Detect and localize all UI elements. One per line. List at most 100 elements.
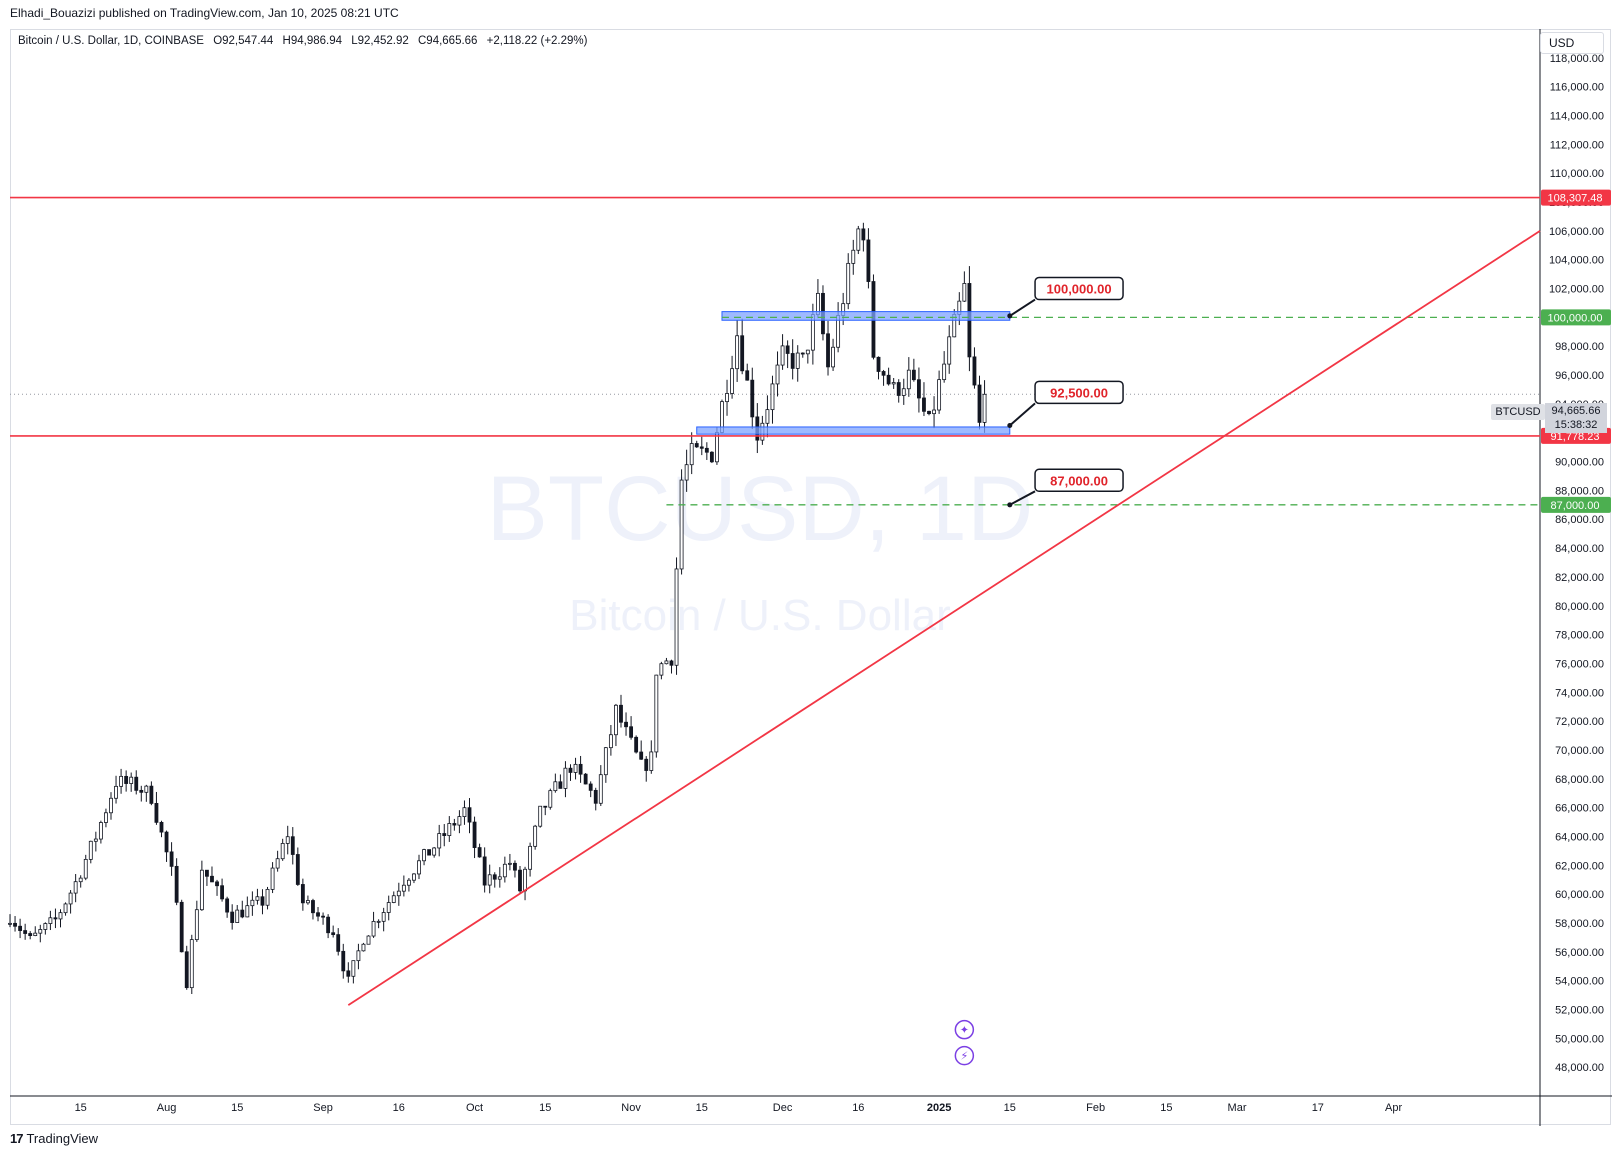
tradingview-brand[interactable]: 17 TradingView	[10, 1131, 98, 1146]
candle-body	[785, 345, 790, 354]
price-tick-label: 82,000.00	[1555, 572, 1604, 584]
price-tick-label: 118,000.00	[1550, 53, 1604, 65]
candle-body	[558, 781, 563, 789]
candle-body	[457, 816, 462, 826]
candle-body	[23, 930, 28, 934]
candle-body	[775, 364, 780, 385]
candle-body	[644, 758, 649, 771]
candle-body	[477, 847, 482, 858]
candle-body	[442, 833, 447, 836]
price-tick-label: 58,000.00	[1555, 918, 1604, 930]
candle-body	[311, 900, 315, 914]
candle-body	[124, 775, 129, 784]
candle-body	[331, 932, 336, 936]
candle-body	[563, 767, 568, 789]
candle-body	[316, 912, 320, 917]
candle-body	[629, 726, 634, 738]
time-tick-label: 15	[75, 1102, 87, 1114]
candle-body	[386, 902, 391, 913]
candle-body	[427, 849, 432, 856]
time-tick-label: 2025	[927, 1102, 951, 1114]
candle-body	[578, 763, 583, 775]
candle-body	[88, 840, 93, 860]
legend-close: 94,665.66	[426, 35, 478, 47]
candle-body	[154, 803, 159, 823]
candle-body	[497, 876, 502, 880]
callout-box	[1034, 276, 1124, 301]
time-tick-label: 15	[1004, 1102, 1016, 1114]
price-tick-label: 104,000.00	[1549, 255, 1604, 267]
callout-pointer	[1009, 490, 1036, 506]
price-tick-label: 60,000.00	[1555, 889, 1604, 901]
candle-body	[634, 736, 639, 753]
candle-body	[240, 909, 245, 918]
candle-body	[119, 775, 124, 787]
candle-body	[709, 451, 714, 463]
candle-body	[780, 345, 785, 366]
price-tick-label: 114,000.00	[1550, 111, 1604, 123]
candle-body	[306, 900, 310, 904]
candle-body	[361, 943, 366, 952]
candle-body	[583, 773, 588, 785]
candle-body	[977, 384, 982, 423]
candle-body	[568, 767, 573, 773]
candle-body	[220, 885, 224, 900]
legend-low-label: L	[351, 35, 358, 47]
candle-body	[528, 845, 533, 870]
price-level-label: 100,000.00	[1547, 312, 1602, 324]
candle-body	[18, 925, 23, 931]
candle-body	[255, 896, 260, 901]
candle-body	[962, 283, 967, 302]
price-tick-label: 106,000.00	[1549, 226, 1604, 238]
candle-body	[715, 432, 719, 463]
candle-body	[205, 869, 209, 877]
candle-body	[795, 352, 800, 369]
candle-body	[179, 901, 184, 953]
tradingview-logo-icon: 17	[10, 1131, 24, 1146]
event-star-icon-glyph: ✦	[960, 1024, 969, 1037]
price-level-label: 91,778.23	[1551, 431, 1600, 443]
callout-anchor	[1007, 502, 1013, 508]
candle-body	[346, 970, 351, 977]
candle-body	[790, 353, 795, 369]
price-tick-label: 116,000.00	[1550, 82, 1604, 94]
candle-body	[230, 911, 235, 923]
candle-body	[911, 369, 916, 381]
candle-body	[326, 916, 331, 934]
price-level-tag	[1541, 496, 1611, 513]
price-tick-label: 72,000.00	[1555, 716, 1604, 728]
candle-body	[947, 336, 952, 365]
candle-body	[63, 903, 68, 914]
candle-body	[58, 912, 63, 920]
candle-body	[866, 239, 871, 282]
support-resistance-zone	[721, 311, 1011, 321]
candle-body	[134, 776, 139, 791]
currency-selector[interactable]: USD	[1540, 32, 1604, 54]
candle-body	[341, 950, 346, 972]
time-tick-label: Apr	[1385, 1102, 1402, 1114]
candle-body	[189, 939, 194, 989]
legend-low: 92,452.92	[357, 35, 409, 47]
candle-body	[669, 660, 674, 666]
price-tick-label: 78,000.00	[1555, 630, 1604, 642]
price-tick-label: 56,000.00	[1555, 947, 1604, 959]
price-tick-label: 84,000.00	[1555, 543, 1604, 555]
candle-body	[139, 789, 144, 793]
candle-body	[437, 833, 442, 849]
candle-body	[745, 370, 750, 381]
candle-body	[487, 874, 492, 886]
price-tick-label: 88,000.00	[1555, 485, 1604, 497]
callout-pointer	[1009, 402, 1036, 427]
candle-body	[513, 862, 517, 871]
candle-body	[265, 888, 270, 906]
candle-body	[38, 929, 43, 934]
candle-body	[891, 382, 896, 385]
price-tick-label: 98,000.00	[1555, 341, 1604, 353]
candle-body	[235, 909, 240, 923]
candle-body	[507, 862, 512, 865]
candle-body	[366, 935, 371, 945]
candle-body	[684, 464, 689, 481]
legend-symbol[interactable]: Bitcoin / U.S. Dollar, 1D, COINBASE	[18, 35, 204, 47]
candle-body	[906, 369, 911, 390]
